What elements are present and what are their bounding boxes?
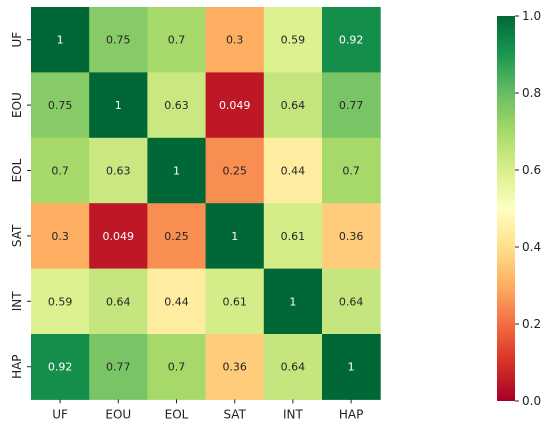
- cell-value-label: 1: [115, 99, 122, 112]
- x-tick-label: HAP: [339, 407, 363, 421]
- y-tick-label: SAT: [10, 224, 24, 247]
- heatmap-cell-sat-uf: [31, 203, 90, 270]
- cell-value-label: 0.3: [51, 230, 69, 243]
- heatmap-cell-sat-sat: [205, 203, 265, 270]
- heatmap-cell-uf-eol: [147, 7, 207, 73]
- heatmap-cell-eol-sat: [205, 137, 265, 204]
- heatmap-cell-int-sat: [205, 268, 265, 335]
- cell-value-label: 0.7: [342, 165, 360, 178]
- cell-value-label: 0.63: [106, 165, 131, 178]
- cell-value-label: 0.92: [48, 361, 73, 374]
- heatmap-cell-int-int: [263, 268, 323, 335]
- colorbar-tick-label: 0.6: [522, 163, 541, 177]
- x-tick-label: INT: [283, 407, 304, 421]
- heatmap-cell-uf-uf: [31, 7, 90, 73]
- heatmap-cell-sat-int: [263, 203, 323, 270]
- heatmap-cell-eol-uf: [31, 137, 90, 204]
- cell-value-label: 0.59: [48, 295, 73, 308]
- heatmap-cell-uf-eou: [89, 7, 148, 73]
- heatmap-cell-eou-int: [263, 72, 323, 139]
- heatmap-cell-uf-hap: [322, 7, 381, 73]
- heatmap-cell-hap-eol: [147, 334, 207, 400]
- cell-value-label: 0.61: [281, 230, 306, 243]
- cell-value-label: 0.64: [281, 361, 306, 374]
- heatmap-cell-eou-hap: [322, 72, 381, 139]
- cell-value-label: 0.36: [339, 230, 364, 243]
- cell-value-label: 0.3: [226, 34, 244, 47]
- heatmap-cell-eol-hap: [322, 137, 381, 204]
- colorbar-tick-label: 1.0: [522, 9, 541, 23]
- cell-value-label: 1: [231, 230, 238, 243]
- x-tick-label: UF: [52, 407, 68, 421]
- y-tick-label: EOU: [10, 92, 24, 118]
- colorbar-gradient: [497, 16, 515, 401]
- cell-value-label: 0.75: [106, 34, 131, 47]
- cell-value-label: 0.25: [222, 165, 247, 178]
- heatmap-cell-eou-sat: [205, 72, 265, 139]
- heatmap-cell-hap-sat: [205, 334, 265, 400]
- cell-value-label: 0.75: [48, 99, 73, 112]
- y-tick-label: INT: [10, 291, 24, 312]
- y-axis: UF EOU EOL SAT INT HAP: [10, 32, 31, 379]
- x-axis: UF EOU EOL SAT INT HAP: [52, 399, 363, 421]
- x-tick-label: EOU: [105, 407, 131, 421]
- heatmap-cell-int-eol: [147, 268, 207, 335]
- heatmap-cell-int-hap: [322, 268, 381, 335]
- cell-value-label: 0.36: [222, 361, 247, 374]
- cell-value-label: 0.7: [168, 361, 186, 374]
- cell-value-label: 0.44: [164, 295, 189, 308]
- heatmap-cell-int-uf: [31, 268, 90, 335]
- y-tick-label: HAP: [10, 354, 24, 378]
- heatmap-cells: [31, 7, 381, 400]
- heatmap-cell-eou-eol: [147, 72, 207, 139]
- colorbar: 0.0 0.2 0.4 0.6 0.8 1.0: [497, 9, 541, 408]
- cell-value-label: 0.7: [168, 34, 186, 47]
- heatmap-cell-uf-int: [263, 7, 323, 73]
- y-tick-label: EOL: [10, 158, 24, 182]
- heatmap-cell-int-eou: [89, 268, 148, 335]
- cell-value-label: 0.25: [164, 230, 189, 243]
- heatmap-cell-eol-eol: [147, 137, 207, 204]
- heatmap-cell-sat-eou: [89, 203, 148, 270]
- cell-value-label: 1: [173, 165, 180, 178]
- colorbar-tick-label: 0.8: [522, 86, 541, 100]
- cell-value-label: 0.049: [219, 99, 251, 112]
- heatmap-cell-hap-uf: [31, 334, 90, 400]
- cell-value-label: 0.59: [281, 34, 306, 47]
- cell-value-label: 0.92: [339, 34, 364, 47]
- cell-value-label: 0.61: [222, 295, 247, 308]
- cell-value-label: 0.64: [106, 295, 131, 308]
- x-tick-label: SAT: [223, 407, 246, 421]
- heatmap-cell-hap-eou: [89, 334, 148, 400]
- cell-value-label: 0.64: [339, 295, 364, 308]
- cell-value-label: 0.77: [106, 361, 131, 374]
- y-tick-label: UF: [10, 32, 24, 48]
- heatmap-cell-sat-eol: [147, 203, 207, 270]
- x-tick-label: EOL: [165, 407, 189, 421]
- heatmap-cell-sat-hap: [322, 203, 381, 270]
- heatmap-cell-eol-eou: [89, 137, 148, 204]
- heatmap-cell-labels: 1 0.75 0.7 0.3 0.59 0.92 0.75 1 0.63 0.049 0.64 0.7…: [48, 34, 364, 374]
- cell-value-label: 1: [348, 361, 355, 374]
- heatmap-cell-eou-uf: [31, 72, 90, 139]
- heatmap-cell-hap-hap: [322, 334, 381, 400]
- heatmap-cell-hap-int: [263, 334, 323, 400]
- heatmap-cell-eou-eou: [89, 72, 148, 139]
- colorbar-tick-label: 0.4: [522, 240, 541, 254]
- cell-value-label: 0.049: [103, 230, 135, 243]
- cell-value-label: 0.77: [339, 99, 364, 112]
- cell-value-label: 0.7: [51, 165, 69, 178]
- cell-value-label: 1: [57, 34, 64, 47]
- cell-value-label: 0.63: [164, 99, 189, 112]
- cell-value-label: 0.44: [281, 165, 306, 178]
- cell-value-label: 0.64: [281, 99, 306, 112]
- cell-value-label: 1: [289, 295, 296, 308]
- colorbar-tick-label: 0.2: [522, 317, 541, 331]
- heatmap-cell-eol-int: [263, 137, 323, 204]
- heatmap-cell-uf-sat: [205, 7, 265, 73]
- colorbar-tick-label: 0.0: [522, 394, 541, 408]
